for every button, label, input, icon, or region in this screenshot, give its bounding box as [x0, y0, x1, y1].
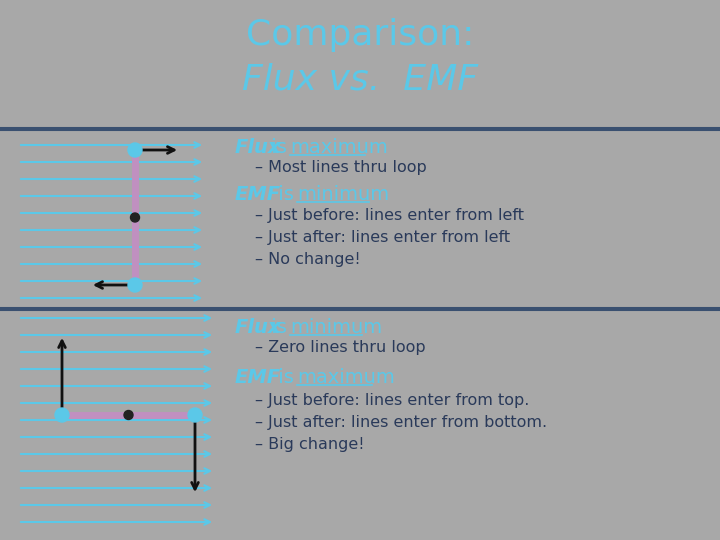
Text: EMF: EMF	[235, 368, 281, 387]
Text: Flux: Flux	[235, 138, 282, 157]
Text: is: is	[265, 138, 293, 157]
Text: is: is	[272, 368, 300, 387]
Text: Flux: Flux	[235, 318, 282, 337]
Circle shape	[130, 213, 140, 222]
Text: minimum: minimum	[297, 185, 389, 204]
Text: Comparison:: Comparison:	[246, 18, 474, 52]
Text: is: is	[272, 185, 300, 204]
Text: – Zero lines thru loop: – Zero lines thru loop	[255, 340, 426, 355]
Circle shape	[124, 410, 133, 420]
Text: EMF: EMF	[235, 185, 281, 204]
Text: maximum: maximum	[297, 368, 395, 387]
Text: – Just after: lines enter from bottom.: – Just after: lines enter from bottom.	[255, 415, 547, 430]
Circle shape	[128, 143, 142, 157]
Text: maximum: maximum	[290, 138, 388, 157]
Text: – Just before: lines enter from top.: – Just before: lines enter from top.	[255, 393, 529, 408]
Text: is: is	[265, 318, 293, 337]
Text: – Big change!: – Big change!	[255, 437, 364, 452]
Text: – Just before: lines enter from left: – Just before: lines enter from left	[255, 208, 524, 223]
Text: – Just after: lines enter from left: – Just after: lines enter from left	[255, 230, 510, 245]
Circle shape	[188, 408, 202, 422]
Circle shape	[55, 408, 69, 422]
Circle shape	[128, 278, 142, 292]
Text: – Most lines thru loop: – Most lines thru loop	[255, 160, 427, 175]
Text: Flux vs.  EMF: Flux vs. EMF	[242, 62, 478, 96]
Text: minimum: minimum	[290, 318, 382, 337]
Text: – No change!: – No change!	[255, 252, 361, 267]
